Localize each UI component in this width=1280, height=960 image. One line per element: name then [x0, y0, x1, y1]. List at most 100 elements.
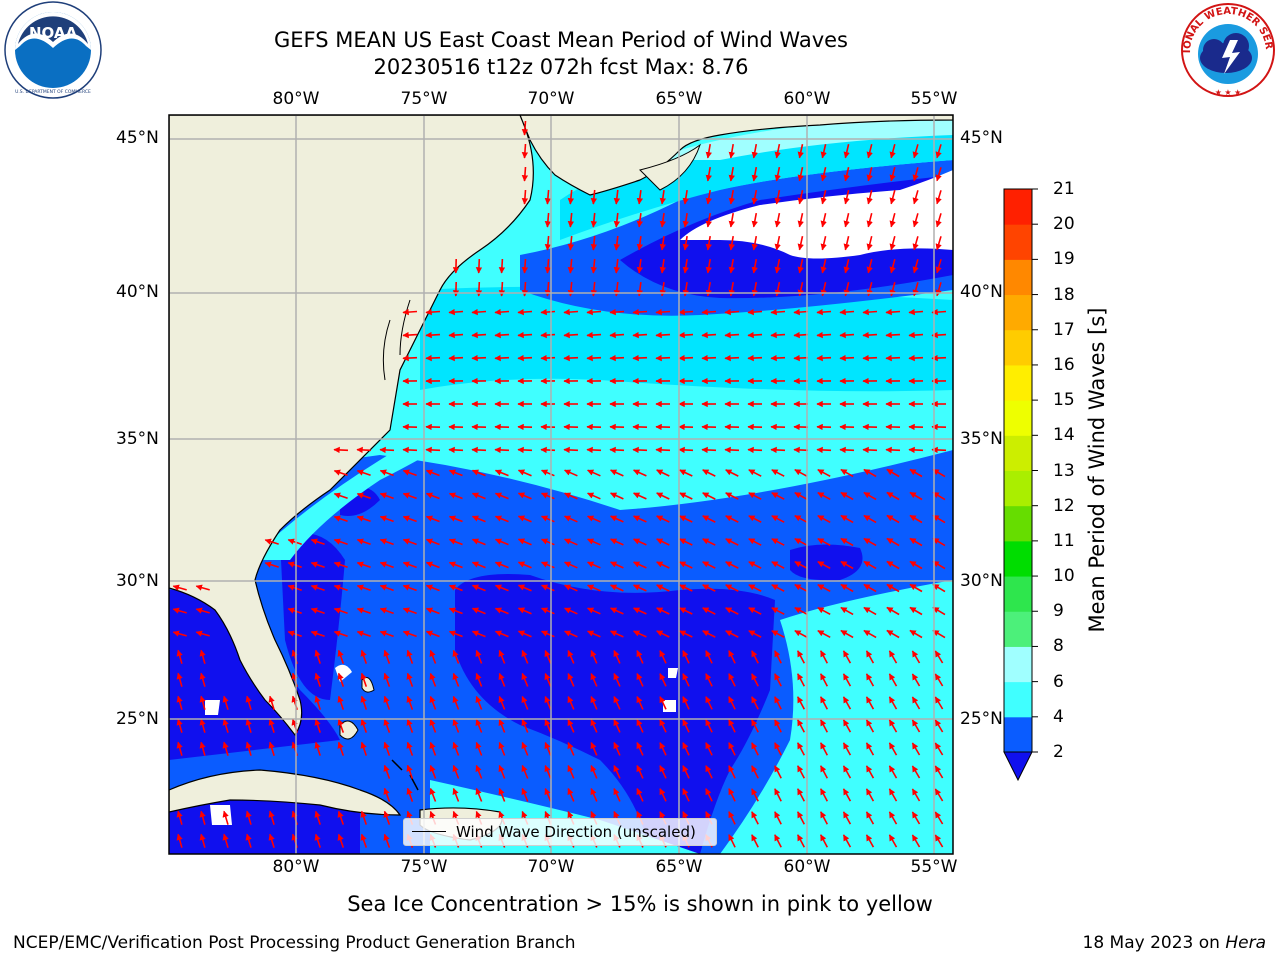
- wave-direction-arrow: [590, 696, 598, 710]
- wave-direction-arrow: [172, 584, 187, 591]
- wave-direction-arrow: [590, 212, 598, 228]
- wave-direction-arrow: [797, 236, 804, 251]
- wave-direction-arrow: [494, 354, 510, 362]
- wave-direction-arrow: [679, 515, 693, 523]
- wave-direction-arrow: [793, 354, 809, 362]
- wave-direction-arrow: [888, 742, 898, 756]
- lat-tick-right: 25°N: [960, 709, 1003, 729]
- wave-direction-arrow: [889, 258, 896, 274]
- wave-direction-arrow: [774, 650, 782, 664]
- wave-direction-arrow: [356, 515, 371, 523]
- wave-direction-arrow: [337, 649, 345, 664]
- wave-direction-arrow: [383, 718, 391, 733]
- wave-direction-arrow: [563, 308, 579, 316]
- wave-direction-arrow: [521, 189, 529, 205]
- wave-direction-arrow: [659, 765, 667, 779]
- colorbar-segment: [1004, 329, 1032, 366]
- wave-direction-arrow: [842, 719, 852, 733]
- wave-direction-arrow: [541, 469, 555, 477]
- wave-direction-arrow: [794, 629, 808, 639]
- wave-direction-arrow: [748, 538, 762, 546]
- wave-direction-arrow: [842, 650, 852, 664]
- colorbar-tick-label: 9: [1053, 601, 1064, 622]
- wave-direction-arrow: [725, 561, 739, 569]
- wave-direction-arrow: [728, 166, 735, 182]
- wave-direction-arrow: [590, 258, 598, 274]
- wave-direction-arrow: [379, 515, 394, 523]
- wave-direction-arrow: [494, 561, 509, 569]
- wave-direction-arrow: [610, 538, 624, 546]
- wave-direction-arrow: [889, 212, 896, 228]
- wave-direction-arrow: [383, 833, 391, 848]
- wave-direction-arrow: [564, 469, 578, 477]
- wave-direction-arrow: [199, 718, 206, 733]
- lon-tick-top: 65°W: [655, 89, 703, 109]
- wave-direction-arrow: [817, 514, 831, 524]
- lon-tick-top: 75°W: [400, 89, 448, 109]
- wave-direction-arrow: [402, 308, 418, 316]
- wave-direction-arrow: [705, 696, 713, 710]
- colorbar-tick-label: 2: [1053, 742, 1064, 762]
- wave-direction-arrow: [587, 561, 601, 569]
- wave-direction-arrow: [517, 308, 533, 316]
- wave-direction-arrow: [199, 695, 206, 710]
- wave-direction-arrow: [199, 741, 206, 756]
- wave-direction-arrow: [911, 673, 921, 687]
- wave-direction-arrow: [517, 492, 532, 500]
- wave-direction-arrow: [613, 673, 621, 687]
- wave-direction-arrow: [636, 258, 644, 274]
- wave-direction-arrow: [656, 561, 670, 569]
- wave-direction-arrow: [494, 515, 509, 523]
- wave-direction-arrow: [287, 607, 302, 614]
- sea-ice-note: Sea Ice Concentration > 15% is shown in …: [0, 890, 1280, 918]
- wave-direction-arrow: [245, 741, 252, 756]
- wave-direction-arrow: [268, 833, 275, 848]
- wave-direction-arrow: [819, 742, 829, 756]
- wave-direction-arrow: [866, 144, 873, 159]
- wave-direction-arrow: [911, 788, 921, 802]
- wave-direction-arrow: [771, 607, 785, 615]
- lon-tick-top: 60°W: [783, 89, 831, 109]
- wave-direction-arrow: [911, 742, 921, 756]
- wave-direction-arrow: [679, 630, 693, 638]
- wave-direction-arrow: [909, 583, 923, 593]
- cuba-land: [169, 769, 402, 816]
- wave-direction-arrow: [842, 765, 852, 779]
- colorbar-segment: [1004, 505, 1032, 542]
- wave-direction-arrow: [774, 719, 782, 733]
- wave-direction-arrow: [934, 834, 944, 848]
- footer-date: 18 May 2023 on Hera: [1083, 932, 1267, 954]
- wave-direction-arrow: [314, 810, 321, 825]
- wave-direction-arrow: [333, 630, 348, 638]
- wave-direction-arrow: [751, 834, 759, 848]
- wave-direction-arrow: [471, 584, 486, 592]
- wave-direction-arrow: [678, 331, 694, 339]
- colorbar-tick-label: 12: [1053, 495, 1075, 516]
- wave-direction-arrow: [540, 308, 556, 316]
- wave-direction-arrow: [702, 630, 716, 638]
- wave-direction-arrow: [333, 446, 349, 454]
- chart-title: GEFS MEAN US East Coast Mean Period of W…: [274, 28, 848, 52]
- wave-direction-arrow: [794, 606, 808, 616]
- wave-direction-arrow: [613, 719, 621, 733]
- wave-direction-arrow: [935, 236, 942, 251]
- wave-direction-arrow: [176, 833, 183, 848]
- lon-tick-bottom: 80°W: [272, 857, 320, 877]
- colorbar-segment: [1004, 400, 1032, 436]
- wave-direction-arrow: [452, 787, 460, 802]
- wave-direction-arrow: [839, 354, 855, 362]
- wave-direction-arrow: [794, 560, 808, 570]
- colorbar-label: Mean Period of Wind Waves [s]: [1085, 307, 1109, 633]
- wave-direction-arrow: [842, 673, 852, 687]
- lon-tick-top: 55°W: [910, 89, 958, 109]
- wave-direction-arrow: [728, 696, 736, 710]
- lat-tick-right: 40°N: [960, 282, 1003, 302]
- wave-direction-arrow: [587, 607, 601, 615]
- wave-direction-arrow: [264, 561, 279, 568]
- wave-direction-arrow: [402, 538, 417, 546]
- wave-direction-arrow: [908, 446, 924, 454]
- wave-direction-arrow: [934, 742, 944, 756]
- wave-direction-arrow: [863, 468, 877, 478]
- wave-direction-arrow: [609, 354, 625, 362]
- wave-direction-arrow: [794, 537, 808, 547]
